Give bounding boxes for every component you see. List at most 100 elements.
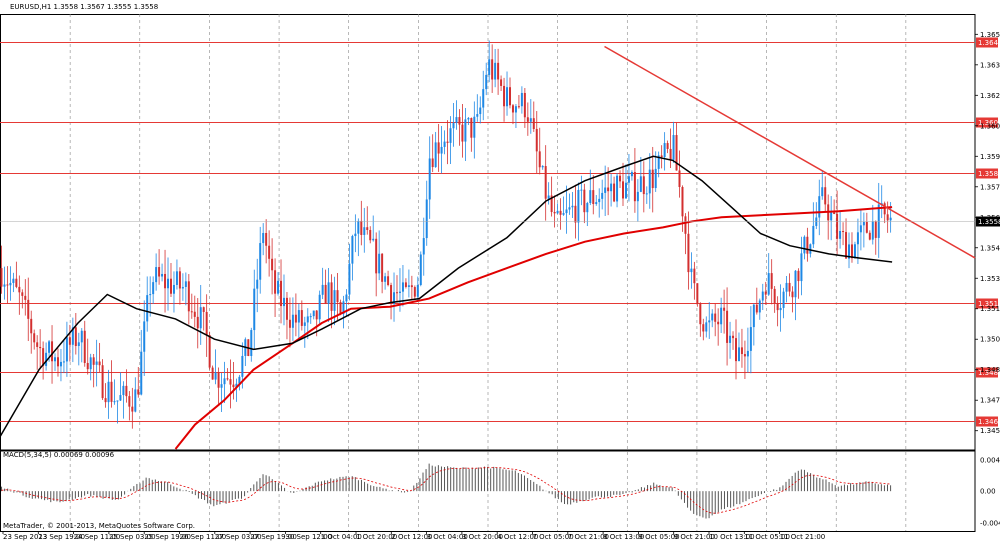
candle-body bbox=[161, 273, 164, 277]
candle-body bbox=[434, 142, 437, 168]
candle-body bbox=[461, 124, 464, 142]
candle-body bbox=[253, 288, 256, 331]
time-tick-label: 1 Oct 20:00 bbox=[356, 533, 397, 541]
candle-body bbox=[503, 85, 506, 107]
time-tick-label: 4 Oct 12:00 bbox=[497, 533, 538, 541]
candle-body bbox=[437, 142, 440, 154]
candle-body bbox=[788, 282, 791, 292]
candle-body bbox=[491, 59, 494, 80]
candle-body bbox=[619, 175, 622, 182]
candle-body bbox=[452, 122, 455, 129]
candle-body bbox=[241, 355, 244, 377]
candle-body bbox=[282, 297, 285, 307]
candle-body bbox=[770, 273, 773, 289]
candle-body bbox=[223, 378, 226, 385]
macd-panel: 0.00412 0.00 -0.00421 bbox=[1, 457, 1000, 528]
price-tick-label: 1.3650 bbox=[980, 31, 1000, 39]
candle-body bbox=[303, 322, 306, 326]
candle-body bbox=[12, 278, 15, 283]
grid-lines bbox=[0, 14, 976, 532]
candle-body bbox=[720, 307, 723, 325]
candle-body bbox=[128, 396, 131, 407]
candle-body bbox=[782, 291, 785, 308]
candle-body bbox=[178, 271, 181, 289]
candle-body bbox=[238, 376, 241, 384]
candle-body bbox=[672, 135, 675, 160]
candle-body bbox=[544, 166, 547, 199]
candle-body bbox=[21, 292, 24, 296]
candle-body bbox=[776, 303, 779, 311]
candle-body bbox=[259, 243, 262, 280]
candle-body bbox=[366, 227, 369, 230]
candle-body bbox=[830, 212, 833, 221]
candle-body bbox=[791, 291, 794, 298]
candle-body bbox=[526, 117, 529, 122]
candle-body bbox=[586, 203, 589, 213]
candle-body bbox=[735, 338, 738, 362]
macd-tick-label: 0.00 bbox=[980, 488, 996, 496]
candle-body bbox=[737, 347, 740, 362]
candle-body bbox=[666, 143, 669, 149]
candle-body bbox=[746, 350, 749, 357]
current-price-label: 1.3558 bbox=[978, 218, 1000, 226]
candle-body bbox=[56, 357, 59, 367]
price-tick-label: 1.3575 bbox=[980, 183, 1000, 191]
candle-body bbox=[532, 118, 535, 129]
candle-body bbox=[514, 106, 517, 113]
candle-body bbox=[95, 361, 98, 365]
candle-body bbox=[360, 220, 363, 235]
candle-body bbox=[226, 378, 229, 380]
candle-body bbox=[318, 294, 321, 320]
candle-body bbox=[868, 232, 871, 240]
time-tick-label: 9 Oct 21:00 bbox=[674, 533, 715, 541]
candle-body bbox=[571, 205, 574, 208]
candle-body bbox=[862, 221, 865, 226]
candle-body bbox=[330, 282, 333, 311]
candle-body bbox=[871, 221, 874, 240]
candle-body bbox=[842, 230, 845, 233]
candle-body bbox=[541, 166, 544, 168]
candle-body bbox=[80, 330, 83, 343]
candle-body bbox=[684, 216, 687, 234]
candle-body bbox=[425, 199, 428, 239]
candle-body bbox=[794, 270, 797, 298]
time-tick-label: 24 Sep 11:00 bbox=[74, 533, 121, 541]
candle-body bbox=[598, 198, 601, 203]
candle-body bbox=[755, 304, 758, 313]
candle-body bbox=[440, 146, 443, 154]
candle-body bbox=[601, 192, 604, 199]
candle-body bbox=[202, 307, 205, 312]
candle-body bbox=[740, 347, 743, 355]
candle-body bbox=[455, 117, 458, 123]
trendline-line[interactable] bbox=[604, 45, 976, 259]
time-tick-label: 11 Oct 21:00 bbox=[780, 533, 826, 541]
candle-body bbox=[137, 389, 140, 395]
moving-averages bbox=[0, 155, 893, 450]
candle-body bbox=[758, 300, 761, 313]
candle-body bbox=[562, 213, 565, 215]
candle-body bbox=[71, 327, 74, 345]
time-tick-label: 7 Oct 21:00 bbox=[568, 533, 609, 541]
candle-body bbox=[309, 316, 312, 318]
candle-body bbox=[98, 361, 101, 366]
ma-red-line bbox=[174, 206, 893, 450]
level-label-box bbox=[976, 416, 998, 427]
candle-body bbox=[428, 158, 431, 200]
candle-body bbox=[193, 311, 196, 317]
candle-body bbox=[89, 357, 92, 370]
candle-body bbox=[812, 225, 815, 245]
candle-body bbox=[458, 117, 461, 125]
candle-body bbox=[36, 342, 39, 347]
trendline[interactable] bbox=[604, 45, 976, 259]
candle-body bbox=[83, 330, 86, 363]
time-tick-label: 30 Sep 12:00 bbox=[285, 533, 332, 541]
candle-body bbox=[839, 230, 842, 239]
level-label: 1.3582 bbox=[978, 170, 1000, 178]
candle-body bbox=[723, 307, 726, 311]
candle-body bbox=[610, 183, 613, 192]
candle-body bbox=[175, 271, 178, 285]
candle-body bbox=[449, 128, 452, 143]
